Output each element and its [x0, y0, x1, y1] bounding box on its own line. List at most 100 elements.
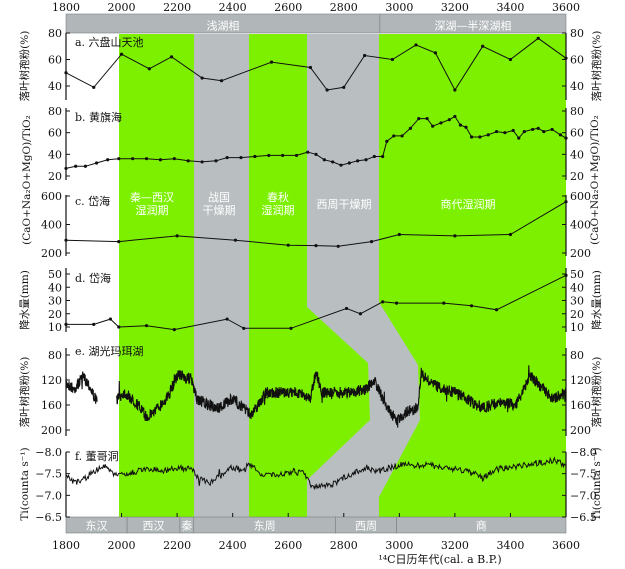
data-point-d	[172, 328, 176, 332]
y-tick-label: 60	[48, 54, 62, 67]
data-point-d	[469, 304, 474, 308]
data-point-d	[92, 322, 96, 326]
data-point-d	[64, 322, 68, 326]
y-tick-label: 80	[48, 27, 62, 40]
y-tick-label: 60	[48, 127, 62, 140]
x-tick-label-top: 3200	[441, 1, 469, 14]
y-tick-label-right: −6.5	[570, 511, 597, 524]
data-point-a	[92, 85, 96, 89]
data-point-a	[481, 44, 485, 48]
y-tick-label: 120	[41, 374, 62, 387]
dynasty-label: 东周	[254, 520, 276, 533]
data-point-d	[344, 306, 349, 311]
data-point-c	[453, 234, 457, 238]
data-point-b	[486, 133, 490, 137]
data-point-b	[372, 154, 376, 159]
data-point-d	[394, 301, 399, 305]
y-tick-label: 80	[48, 349, 62, 362]
data-point-b	[158, 158, 163, 162]
data-point-d	[442, 301, 446, 305]
y-axis-label-f: Ti(counta s⁻¹)	[19, 447, 31, 520]
y-axis-label-right-f: Ti(counta s⁻¹)	[591, 447, 603, 520]
facies-segment	[379, 13, 567, 34]
data-point-b	[225, 155, 229, 160]
y-tick-label-right: 20	[570, 308, 584, 321]
data-point-b	[511, 128, 515, 133]
x-tick-label-top: 2800	[330, 1, 358, 14]
data-series	[64, 36, 568, 491]
period-label-zhanguo-1: 战国	[208, 191, 230, 204]
y-tick-label: −8.0	[35, 446, 62, 459]
data-point-b	[200, 160, 204, 164]
data-point-c	[508, 232, 513, 237]
dry-band-xizhou	[307, 34, 420, 517]
data-point-c	[336, 244, 340, 248]
dynasty-label: 西周	[355, 520, 377, 533]
y-tick-label-right: 600	[570, 190, 591, 203]
data-point-b	[447, 118, 451, 122]
data-point-b	[558, 133, 563, 137]
y-tick-label-right: 160	[570, 399, 591, 412]
data-point-b	[503, 131, 507, 135]
panel-title-e: e. 湖光玛珥湖	[75, 344, 144, 358]
data-point-b	[417, 116, 421, 121]
data-point-a	[219, 79, 224, 83]
y-tick-label: 200	[41, 247, 62, 260]
x-tick-label: 2200	[163, 539, 191, 552]
data-point-b	[478, 135, 482, 139]
y-tick-label-right: 50	[570, 268, 584, 281]
data-point-b	[564, 136, 568, 140]
data-point-b	[267, 153, 271, 158]
data-point-b	[494, 129, 499, 134]
data-point-a	[64, 71, 68, 75]
x-tick-label-top: 2000	[108, 1, 136, 14]
data-point-b	[239, 155, 243, 160]
data-point-a	[363, 53, 367, 58]
data-point-c	[117, 240, 121, 244]
period-label-xizhou: 西周干燥期	[317, 198, 372, 211]
data-point-b	[400, 134, 404, 138]
data-point-b	[331, 160, 335, 164]
y-tick-label: 20	[48, 170, 62, 183]
x-tick-label: 2000	[108, 539, 136, 552]
data-point-b	[522, 129, 526, 134]
y-axis-label-right-e: 落叶树孢粉(%)	[590, 357, 603, 428]
data-point-d	[242, 326, 246, 330]
y-axis-label-b: (CaO+Na₂O+MgO)/TiO₂	[21, 115, 33, 245]
y-tick-label-right: 80	[570, 105, 584, 118]
data-point-a	[169, 55, 174, 59]
dynasty-label: 商	[476, 519, 487, 533]
y-tick-label: −7.0	[35, 489, 62, 502]
y-tick-label-right: 200	[570, 247, 591, 260]
x-tick-label: 3200	[441, 539, 469, 552]
x-tick-label-top: 2200	[163, 1, 191, 14]
data-point-c	[564, 200, 568, 204]
y-tick-label: 200	[41, 424, 62, 437]
data-point-c	[64, 238, 68, 242]
data-point-d	[494, 308, 499, 312]
data-point-b	[536, 126, 540, 130]
data-point-b	[550, 127, 554, 132]
period-label-qin-xihan-1: 秦—西汉	[130, 190, 174, 204]
data-point-b	[74, 164, 78, 168]
x-axis-title: ¹⁴C日历年代(cal. a B.P.)	[378, 552, 501, 566]
y-tick-label: −6.5	[35, 511, 62, 524]
data-point-b	[385, 139, 389, 143]
y-tick-label-right: 120	[570, 374, 591, 387]
y-tick-label-right: 40	[570, 281, 584, 294]
data-point-b	[186, 159, 190, 163]
data-point-b	[453, 114, 457, 119]
panel-title-b: b. 黄旗海	[75, 110, 122, 124]
period-labels: 秦—西汉 湿润期 战国 干燥期 春秋 湿润期 西周干燥期 商代湿润期	[130, 190, 496, 217]
series-line-e	[116, 365, 567, 428]
data-point-b	[281, 153, 285, 158]
data-point-a	[536, 36, 540, 40]
y-tick-label-right: 10	[570, 321, 584, 334]
y-tick-label-right: −8.0	[570, 446, 597, 459]
data-point-c	[175, 234, 179, 238]
data-point-b	[356, 159, 360, 163]
y-tick-label-right: −7.0	[570, 489, 597, 502]
data-point-b	[64, 166, 68, 171]
period-label-shang: 商代湿润期	[441, 197, 496, 211]
